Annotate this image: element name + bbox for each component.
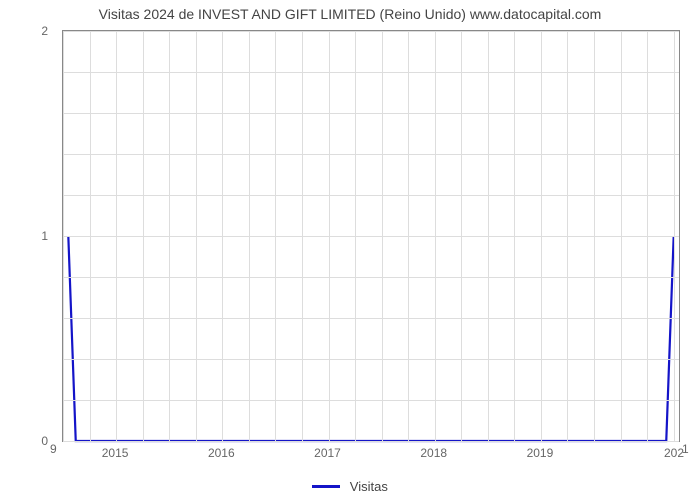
secondary-y-bottom: 1 xyxy=(682,442,689,456)
secondary-y-top: 9 xyxy=(50,442,57,456)
gridline-horizontal xyxy=(63,113,679,114)
gridline-horizontal xyxy=(63,400,679,401)
gridline-horizontal xyxy=(63,154,679,155)
y-tick-label: 2 xyxy=(0,24,48,38)
gridline-horizontal xyxy=(63,277,679,278)
gridline-horizontal xyxy=(63,236,679,237)
gridline-horizontal xyxy=(63,31,679,32)
gridline-horizontal xyxy=(63,359,679,360)
x-tick-label: 2018 xyxy=(420,446,447,460)
x-tick-label: 2019 xyxy=(527,446,554,460)
legend-label: Visitas xyxy=(350,479,388,494)
chart-title: Visitas 2024 de INVEST AND GIFT LIMITED … xyxy=(0,6,700,22)
gridline-horizontal xyxy=(63,195,679,196)
chart-container: Visitas 2024 de INVEST AND GIFT LIMITED … xyxy=(0,0,700,500)
y-tick-label: 1 xyxy=(0,229,48,243)
plot-area xyxy=(62,30,680,442)
y-tick-label: 0 xyxy=(0,434,48,448)
legend: Visitas xyxy=(0,478,700,494)
gridline-horizontal xyxy=(63,441,679,442)
legend-swatch xyxy=(312,485,340,488)
x-tick-label-edge: 202 xyxy=(664,446,684,460)
x-tick-label: 2016 xyxy=(208,446,235,460)
gridline-horizontal xyxy=(63,318,679,319)
x-tick-label: 2017 xyxy=(314,446,341,460)
x-tick-label: 2015 xyxy=(102,446,129,460)
gridline-horizontal xyxy=(63,72,679,73)
